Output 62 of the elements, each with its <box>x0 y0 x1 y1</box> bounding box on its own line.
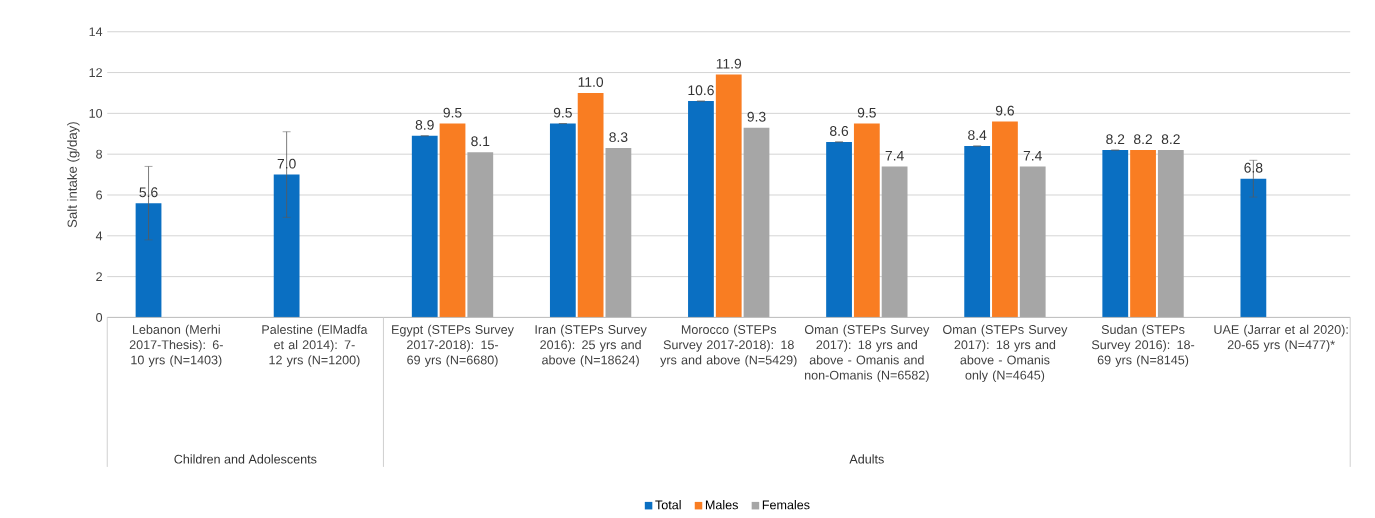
data-label: 8.9 <box>415 120 434 130</box>
bar <box>1102 150 1129 318</box>
y-tick-label: 8 <box>96 149 103 159</box>
bar <box>467 152 494 318</box>
data-label: 8.4 <box>968 130 987 141</box>
x-tick-label: UAE (Jarrar et al 2020): 20-65 yrs (N=477)* <box>1214 324 1348 352</box>
bar <box>439 123 466 318</box>
data-label: 11.0 <box>578 77 604 88</box>
x-tick-label: Lebanon (Merhi 2017-Thesis): 6-10 yrs (N=1403) <box>129 324 223 367</box>
x-tick-label: Morocco (STEPs Survey 2017-2018): 18 yrs and above (N=5429) <box>660 324 797 367</box>
x-tick-label: Palestine (ElMadfa et al 2014): 7-12 yrs (N=1200) <box>262 324 368 367</box>
bar <box>605 148 632 318</box>
y-tick-label: 2 <box>96 272 102 282</box>
y-tick-label: 12 <box>89 68 102 78</box>
bar <box>688 101 714 318</box>
bar <box>964 146 991 318</box>
data-label: 11.9 <box>716 58 742 69</box>
bar <box>881 166 908 318</box>
data-label: 7.4 <box>1023 150 1042 161</box>
y-tick-label: 14 <box>89 27 103 37</box>
data-label: 9.5 <box>857 107 876 118</box>
bar <box>577 93 604 318</box>
text: Adults <box>849 454 884 464</box>
data-label: 8.1 <box>471 136 490 147</box>
y-axis-title: Salt intake (g/day) <box>67 122 80 228</box>
bar <box>273 174 300 318</box>
bar <box>411 135 438 318</box>
x-tick-label: Iran (STEPs Survey 2016): 25 yrs and above (N=18624) <box>535 324 647 367</box>
y-tick-label: 10 <box>89 109 103 118</box>
bar <box>1019 166 1046 318</box>
x-tick-label: Oman (STEPs Survey 2017): 18 yrs and above - Omanis only (N=4645) <box>943 324 1068 383</box>
bar <box>135 203 162 318</box>
data-label: 9.5 <box>553 107 572 118</box>
data-label: 10.6 <box>688 85 714 96</box>
data-label: 8.2 <box>1161 134 1180 145</box>
y-tick-label: 6 <box>96 190 103 200</box>
bar <box>826 142 852 318</box>
data-label: 8.2 <box>1133 134 1152 145</box>
data-label: 9.6 <box>995 105 1014 116</box>
data-label: 9.5 <box>443 107 462 118</box>
text: Children and Adolescents <box>174 454 317 464</box>
legend-label: Total <box>655 500 681 510</box>
bar <box>992 121 1018 318</box>
bar <box>715 74 742 318</box>
bar <box>1240 178 1267 318</box>
data-label: 8.2 <box>1106 134 1125 145</box>
bar <box>1157 150 1184 318</box>
x-tick-label: Egypt (STEPs Survey 2017-2018): 15-69 yrs (N=6680) <box>392 324 514 367</box>
x-tick-label: Oman (STEPs Survey 2017): 18 yrs and above - Omanis and non-Omanis (N=6582) <box>804 324 930 383</box>
data-label: 9.3 <box>747 111 766 122</box>
data-label: 8.6 <box>830 126 849 137</box>
bar <box>1130 150 1156 318</box>
legend-label: Males <box>705 500 738 510</box>
legend-label: Females <box>762 500 810 510</box>
bar <box>549 123 576 318</box>
bar <box>853 123 880 318</box>
data-label: 8.3 <box>609 132 628 143</box>
data-label: 7.4 <box>885 150 904 161</box>
x-tick-label: Sudan (STEPs Survey 2016): 18-69 yrs (N=8145) <box>1091 324 1195 367</box>
y-tick-label: 0 <box>96 313 103 322</box>
y-tick-label: 4 <box>95 231 103 241</box>
bar <box>743 127 770 318</box>
